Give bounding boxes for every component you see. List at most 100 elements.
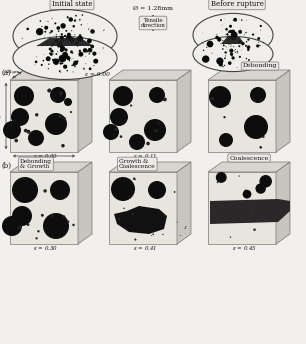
Ellipse shape — [13, 10, 117, 62]
Circle shape — [54, 22, 56, 24]
Circle shape — [76, 60, 79, 63]
Circle shape — [74, 34, 75, 35]
Circle shape — [229, 25, 232, 28]
Circle shape — [52, 18, 53, 19]
Text: Initial state: Initial state — [52, 0, 92, 8]
Circle shape — [53, 58, 59, 65]
Circle shape — [78, 52, 83, 57]
Circle shape — [185, 227, 186, 229]
Circle shape — [51, 43, 53, 45]
Text: 161μm: 161μm — [36, 158, 52, 162]
Polygon shape — [10, 162, 92, 172]
Circle shape — [237, 52, 238, 53]
Circle shape — [225, 55, 226, 56]
Circle shape — [232, 56, 235, 60]
Circle shape — [50, 30, 53, 33]
Circle shape — [70, 37, 74, 41]
Circle shape — [3, 121, 21, 139]
Circle shape — [163, 215, 165, 216]
Circle shape — [83, 48, 87, 53]
Circle shape — [59, 44, 63, 48]
Circle shape — [49, 32, 51, 34]
Circle shape — [228, 61, 232, 65]
Polygon shape — [78, 162, 92, 244]
Circle shape — [50, 180, 70, 200]
Circle shape — [223, 44, 225, 46]
Circle shape — [257, 37, 260, 40]
Polygon shape — [36, 38, 94, 46]
Circle shape — [64, 57, 65, 58]
Circle shape — [228, 31, 230, 33]
Circle shape — [47, 42, 48, 43]
Circle shape — [130, 105, 132, 107]
Circle shape — [74, 66, 76, 67]
Circle shape — [243, 190, 252, 198]
Circle shape — [226, 34, 227, 35]
Circle shape — [71, 30, 72, 31]
Circle shape — [225, 28, 228, 31]
Circle shape — [52, 59, 54, 61]
Circle shape — [59, 43, 60, 44]
Circle shape — [254, 202, 255, 203]
Circle shape — [71, 65, 73, 66]
Circle shape — [57, 42, 62, 47]
Polygon shape — [109, 162, 191, 172]
Circle shape — [216, 57, 223, 65]
Circle shape — [60, 46, 65, 51]
Circle shape — [157, 122, 160, 125]
Polygon shape — [208, 80, 276, 152]
Circle shape — [259, 146, 262, 149]
Circle shape — [59, 55, 66, 62]
Circle shape — [55, 53, 57, 55]
Circle shape — [67, 221, 69, 223]
Circle shape — [229, 49, 233, 53]
Circle shape — [11, 108, 29, 126]
Polygon shape — [221, 37, 245, 44]
Circle shape — [41, 26, 43, 27]
Circle shape — [62, 56, 66, 60]
Circle shape — [241, 50, 242, 51]
Circle shape — [69, 60, 70, 61]
Circle shape — [53, 53, 54, 54]
Circle shape — [260, 99, 262, 101]
Circle shape — [230, 46, 231, 47]
Circle shape — [233, 39, 234, 40]
Circle shape — [35, 237, 38, 239]
Circle shape — [62, 56, 64, 58]
Polygon shape — [109, 80, 177, 152]
Circle shape — [127, 211, 128, 212]
Circle shape — [216, 172, 227, 183]
Circle shape — [222, 48, 224, 50]
Circle shape — [63, 40, 64, 41]
Circle shape — [260, 30, 261, 31]
Circle shape — [244, 34, 245, 35]
Circle shape — [43, 213, 69, 239]
Circle shape — [245, 45, 247, 46]
Circle shape — [51, 214, 54, 217]
Circle shape — [43, 60, 44, 62]
Circle shape — [63, 117, 66, 120]
Circle shape — [238, 30, 242, 34]
Circle shape — [57, 51, 58, 52]
Circle shape — [88, 29, 89, 30]
Circle shape — [36, 28, 43, 35]
Circle shape — [58, 115, 62, 118]
Circle shape — [93, 58, 98, 64]
Circle shape — [84, 50, 86, 52]
Circle shape — [65, 30, 67, 32]
Circle shape — [240, 28, 241, 29]
Text: $\varepsilon$ = 0.45: $\varepsilon$ = 0.45 — [232, 244, 256, 252]
Circle shape — [75, 42, 78, 45]
Circle shape — [103, 124, 119, 140]
Text: Before rupture: Before rupture — [211, 0, 263, 8]
Circle shape — [71, 50, 73, 52]
Circle shape — [56, 26, 60, 30]
Circle shape — [208, 44, 209, 45]
Polygon shape — [78, 70, 92, 152]
Circle shape — [238, 45, 240, 47]
Circle shape — [146, 142, 150, 146]
Circle shape — [61, 56, 63, 58]
Circle shape — [79, 50, 81, 52]
Text: $\varepsilon$ = 0.00: $\varepsilon$ = 0.00 — [33, 152, 58, 160]
Polygon shape — [10, 172, 78, 244]
